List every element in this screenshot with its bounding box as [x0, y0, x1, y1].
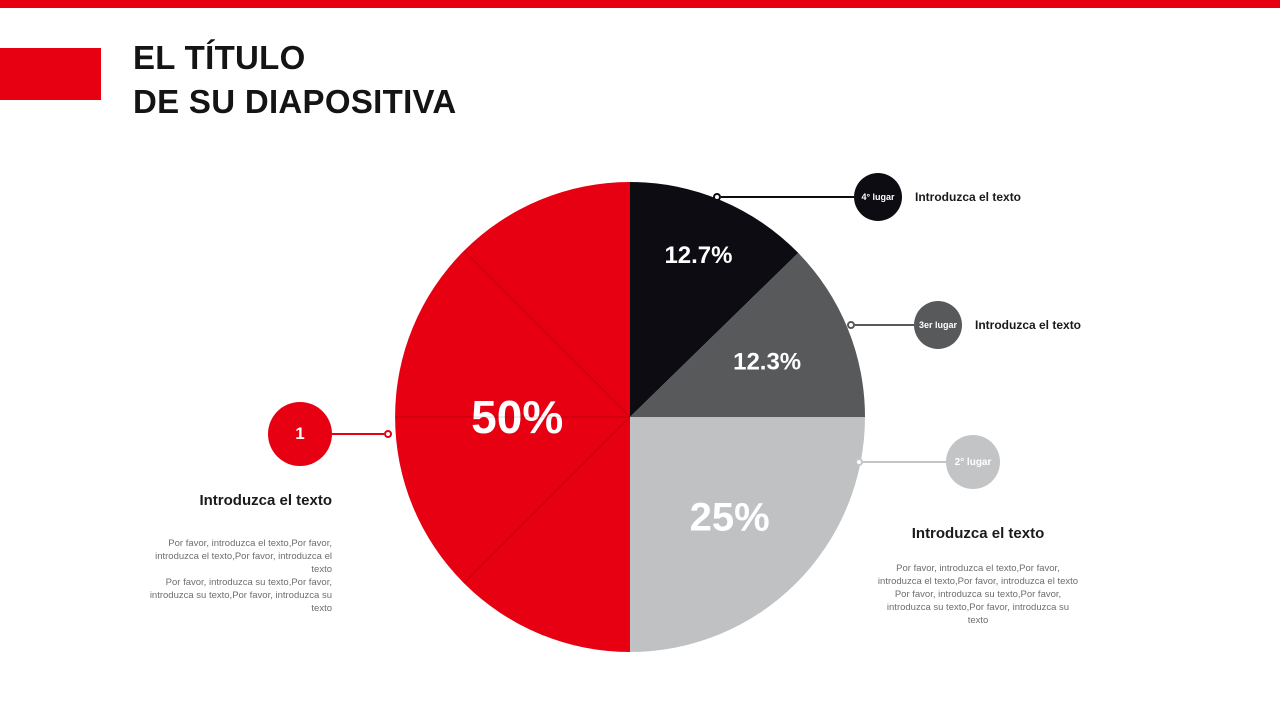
connector-line [863, 461, 946, 463]
pie-slice-label-3er-lugar: 12.3% [733, 349, 801, 376]
text-block-body: Por favor, introduzca el texto,Por favor… [149, 538, 332, 614]
callout-second-place: 2° lugar [855, 435, 1000, 489]
text-block-body: Por favor, introduzca el texto,Por favor… [877, 563, 1079, 626]
pie-slice-1 [395, 182, 630, 652]
callout-first-place: 1 [268, 402, 392, 466]
slide-title-line1: EL TÍTULO [133, 39, 306, 76]
pie-slice-label-2-lugar: 25% [690, 496, 770, 540]
pie-slice-2-lugar [630, 417, 865, 652]
callout-third-place: 3er lugar Introduzca el texto [847, 301, 1081, 349]
badge-fourth-place: 4° lugar [854, 173, 902, 221]
connector-dot-icon [855, 458, 863, 466]
connector-line [332, 433, 384, 435]
pie-divider-line [463, 416, 631, 584]
pie-slice-label-1: 50% [471, 391, 563, 443]
pie-slice-4-lugar [630, 182, 799, 417]
pie-chart: 12.7% 12.3% 25% 50% [395, 182, 865, 652]
top-accent-bar [0, 0, 1280, 8]
callout-label: Introduzca el texto [975, 318, 1082, 332]
text-block-first-place: Introduzca el texto Por favor, introduzc… [135, 492, 332, 615]
text-block-title: Introduzca el texto [911, 525, 1045, 542]
callout-fourth-place: 4° lugar Introduzca el texto [713, 173, 1021, 221]
badge-first-place: 1 [268, 402, 332, 466]
connector-line [855, 324, 914, 326]
connector-dot-icon [713, 193, 721, 201]
connector-dot-icon [847, 321, 855, 329]
pie-slice-3er-lugar [630, 252, 865, 417]
text-block-second-place: Introduzca el texto Por favor, introduzc… [876, 525, 1080, 627]
connector-line [721, 196, 854, 198]
pie-chart-container: 12.7% 12.3% 25% 50% [395, 182, 865, 652]
text-block-title: Introduzca el texto [199, 492, 332, 509]
badge-third-place: 3er lugar [914, 301, 962, 349]
connector-dot-icon [384, 430, 392, 438]
slide-title-line2: DE SU DIAPOSITIVA [133, 83, 457, 120]
badge-second-place: 2° lugar [946, 435, 1000, 489]
callout-label: Introduzca el texto [915, 190, 1022, 204]
title-accent-rect [0, 48, 101, 100]
slide-title: EL TÍTULO DE SU DIAPOSITIVA [133, 36, 457, 124]
pie-slice-label-4-lugar: 12.7% [664, 242, 732, 269]
pie-divider-line [463, 250, 631, 418]
